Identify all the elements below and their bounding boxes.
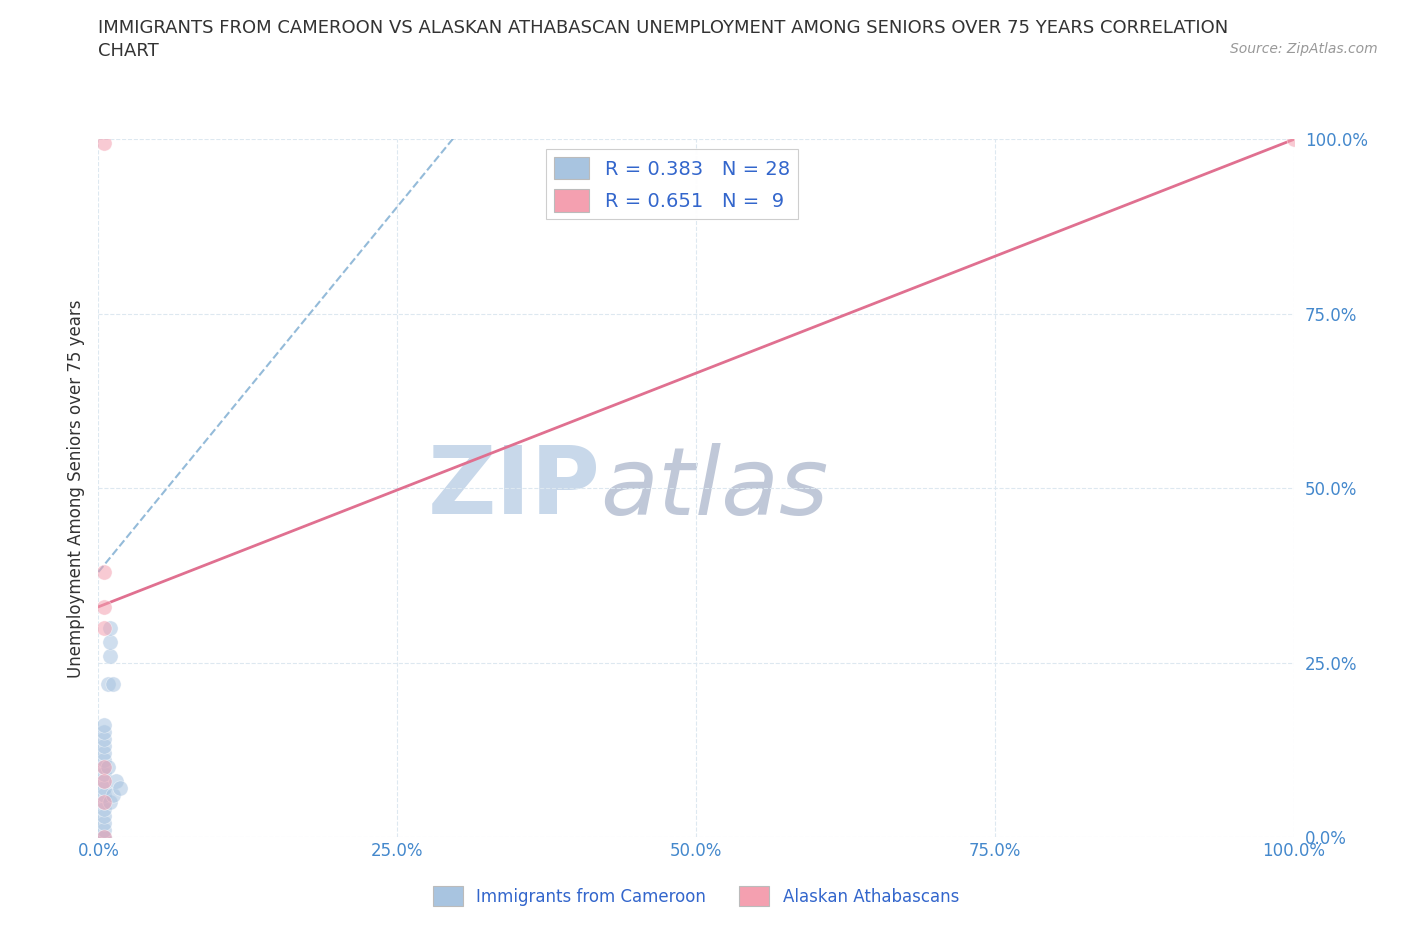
Text: atlas: atlas bbox=[600, 443, 828, 534]
Point bbox=[93, 766, 115, 781]
Point bbox=[93, 760, 115, 775]
Point bbox=[93, 753, 115, 768]
Point bbox=[93, 600, 115, 615]
Point bbox=[93, 816, 115, 830]
Point bbox=[93, 809, 115, 824]
Point bbox=[101, 676, 124, 691]
Text: IMMIGRANTS FROM CAMEROON VS ALASKAN ATHABASCAN UNEMPLOYMENT AMONG SENIORS OVER 7: IMMIGRANTS FROM CAMEROON VS ALASKAN ATHA… bbox=[98, 19, 1229, 36]
Point bbox=[93, 830, 115, 844]
Point bbox=[98, 634, 122, 649]
Point bbox=[93, 725, 115, 740]
Point bbox=[93, 620, 115, 635]
Point bbox=[93, 823, 115, 837]
Y-axis label: Unemployment Among Seniors over 75 years: Unemployment Among Seniors over 75 years bbox=[66, 299, 84, 677]
Point bbox=[98, 620, 122, 635]
Point bbox=[101, 788, 124, 803]
Point bbox=[98, 794, 122, 809]
Point bbox=[93, 732, 115, 747]
Point bbox=[93, 830, 115, 844]
Text: CHART: CHART bbox=[98, 42, 159, 60]
Point bbox=[108, 781, 131, 796]
Point bbox=[93, 830, 115, 844]
Point bbox=[93, 774, 115, 789]
Point bbox=[93, 565, 115, 579]
Legend: Immigrants from Cameroon, Alaskan Athabascans: Immigrants from Cameroon, Alaskan Athaba… bbox=[426, 880, 966, 912]
Point bbox=[93, 718, 115, 733]
Point bbox=[93, 760, 115, 775]
Point bbox=[93, 774, 115, 789]
Point bbox=[93, 794, 115, 809]
Point bbox=[93, 136, 115, 151]
Point bbox=[1282, 132, 1305, 147]
Point bbox=[93, 738, 115, 753]
Point bbox=[105, 774, 128, 789]
Text: Source: ZipAtlas.com: Source: ZipAtlas.com bbox=[1230, 42, 1378, 56]
Point bbox=[93, 781, 115, 796]
Text: ZIP: ZIP bbox=[427, 443, 600, 534]
Point bbox=[93, 802, 115, 817]
Point bbox=[97, 760, 120, 775]
Point bbox=[93, 746, 115, 761]
Point bbox=[98, 648, 122, 663]
Point bbox=[97, 676, 120, 691]
Point bbox=[93, 788, 115, 803]
Point bbox=[93, 794, 115, 809]
